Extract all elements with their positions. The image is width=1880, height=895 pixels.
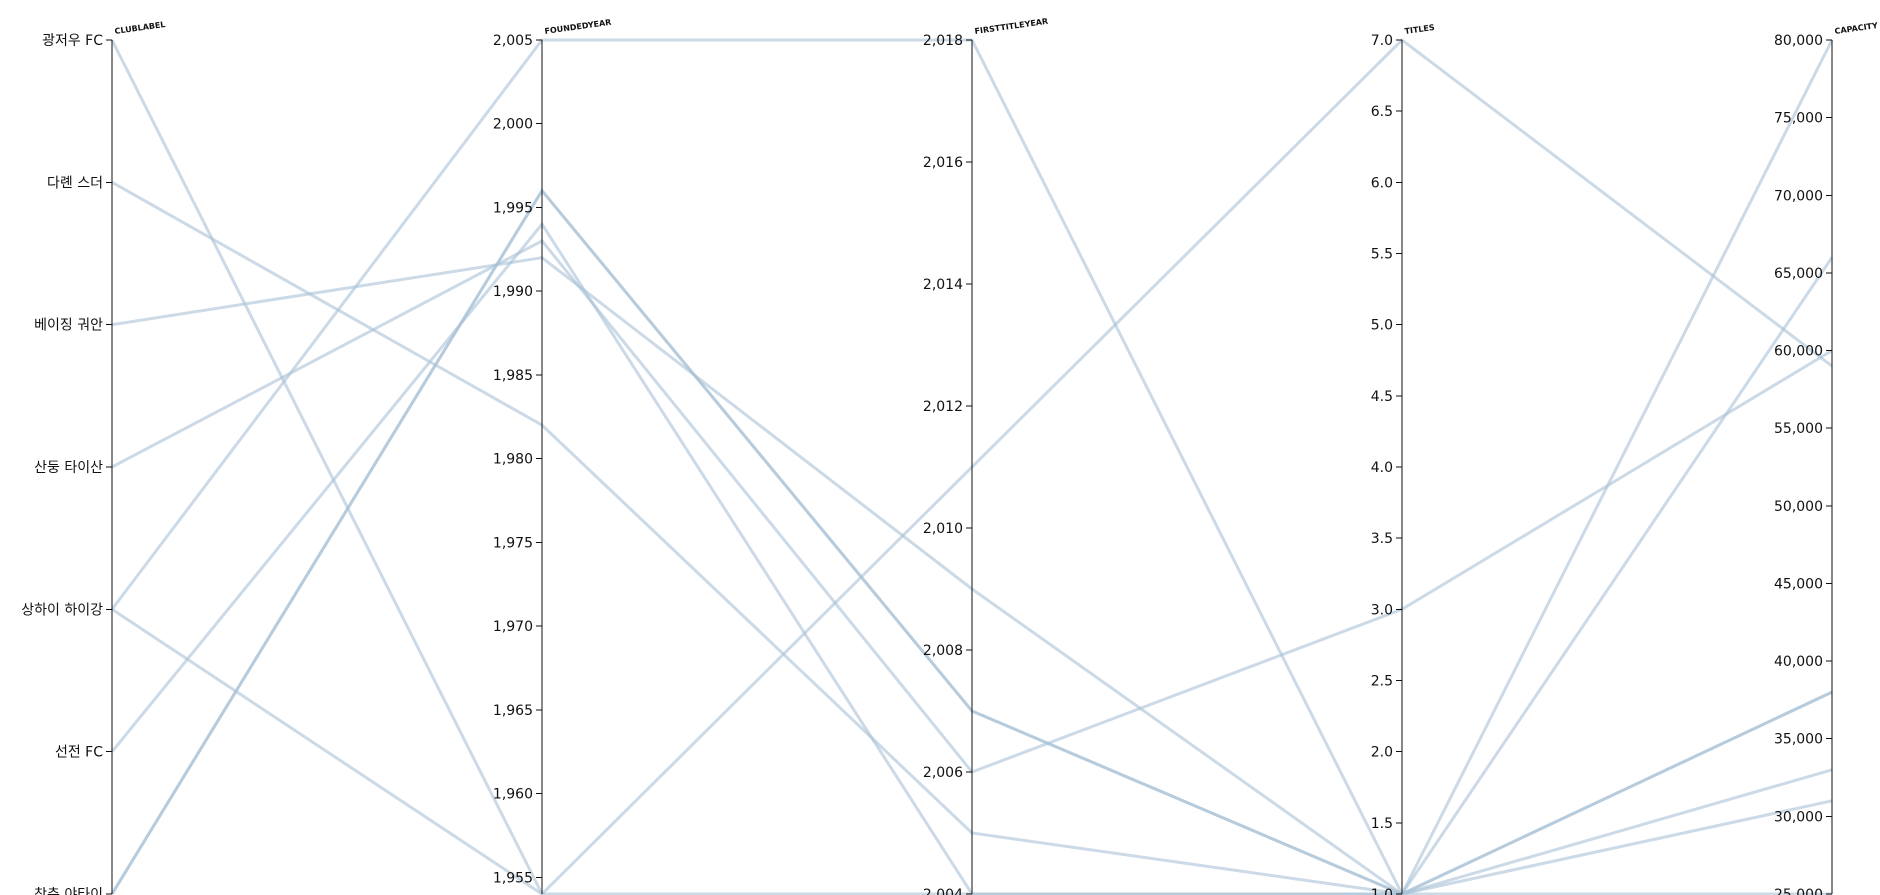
- tick-label: 2,010: [923, 521, 963, 537]
- axis-title-founded: FOUNDEDYEAR: [544, 18, 612, 36]
- tick-label: 70,000: [1774, 188, 1823, 204]
- tick-label: 4.5: [1371, 389, 1393, 405]
- tick-label: 2,012: [923, 399, 963, 415]
- tick-label: 80,000: [1774, 33, 1823, 49]
- tick-label: 35,000: [1774, 732, 1823, 748]
- axis-title-first: FIRSTTITLEYEAR: [974, 17, 1049, 36]
- tick-label: 광저우 FC: [42, 33, 103, 49]
- tick-label: 30,000: [1774, 809, 1823, 825]
- tick-label: 1,985: [493, 368, 533, 384]
- axis-title-capacity: CAPACITY: [1834, 21, 1879, 36]
- tick-label: 50,000: [1774, 499, 1823, 515]
- tick-label: 4.0: [1371, 460, 1393, 476]
- tick-label: 창춘 야타이: [34, 887, 103, 895]
- tick-label: 2,000: [493, 117, 533, 133]
- tick-label: 다롄 스더: [47, 175, 103, 191]
- tick-label: 1,980: [493, 452, 533, 468]
- tick-label: 1,990: [493, 284, 533, 300]
- tick-label: 2,005: [493, 33, 533, 49]
- tick-label: 6.5: [1371, 104, 1393, 120]
- axis-titles: 7.0 6.5 6.0 5.5 5.0 4.5 4.0 3.5 3.0 2.5 2.0 1.5 1.0 T…: [1371, 23, 1436, 895]
- tick-label: 상하이 하이강: [21, 602, 103, 618]
- axis-capacity: 80,000 75,000 70,000 65,000 60,000 55,000 50,0…: [1774, 21, 1879, 895]
- tick-label: 3.5: [1371, 531, 1393, 547]
- tick-label: 2.5: [1371, 674, 1393, 690]
- tick-label: 2,014: [923, 277, 963, 293]
- tick-label: 5.0: [1371, 318, 1393, 334]
- tick-label: 3.0: [1371, 602, 1393, 618]
- axis-title-club: CLUBLABEL: [114, 20, 166, 36]
- tick-label: 1.5: [1371, 816, 1393, 832]
- tick-label: 2,018: [923, 33, 963, 49]
- tick-label: 6.0: [1371, 175, 1393, 191]
- tick-label: 25,000: [1774, 887, 1823, 895]
- tick-label: 1,960: [493, 787, 533, 803]
- tick-label: 2,016: [923, 155, 963, 171]
- tick-label: 1,955: [493, 870, 533, 886]
- tick-label: 2,006: [923, 765, 963, 781]
- tick-label: 5.5: [1371, 247, 1393, 263]
- tick-label: 베이징 궈안: [34, 318, 103, 334]
- tick-label: 산둥 타이산: [34, 460, 103, 476]
- tick-label: 55,000: [1774, 421, 1823, 437]
- tick-label: 1,970: [493, 619, 533, 635]
- tick-label: 75,000: [1774, 111, 1823, 127]
- tick-label: 2.0: [1371, 745, 1393, 761]
- tick-label: 1,965: [493, 703, 533, 719]
- axis-first: 2,018 2,016 2,014 2,012 2,010 2,008 2,006 2,004…: [923, 17, 1049, 895]
- tick-label: 선전 FC: [55, 745, 103, 761]
- tick-label: 45,000: [1774, 576, 1823, 592]
- tick-label: 2,004: [923, 887, 963, 895]
- axis-title-titles: TITLES: [1404, 23, 1435, 36]
- tick-label: 1.0: [1371, 887, 1393, 895]
- tick-label: 40,000: [1774, 654, 1823, 670]
- tick-label: 1,995: [493, 200, 533, 216]
- tick-label: 60,000: [1774, 344, 1823, 360]
- tick-label: 1,975: [493, 535, 533, 551]
- tick-label: 7.0: [1371, 33, 1393, 49]
- tick-label: 2,008: [923, 643, 963, 659]
- axis-founded: 2,005 2,000 1,995 1,990 1,985 1,980 1,975 1,970…: [493, 18, 612, 894]
- tick-label: 65,000: [1774, 266, 1823, 282]
